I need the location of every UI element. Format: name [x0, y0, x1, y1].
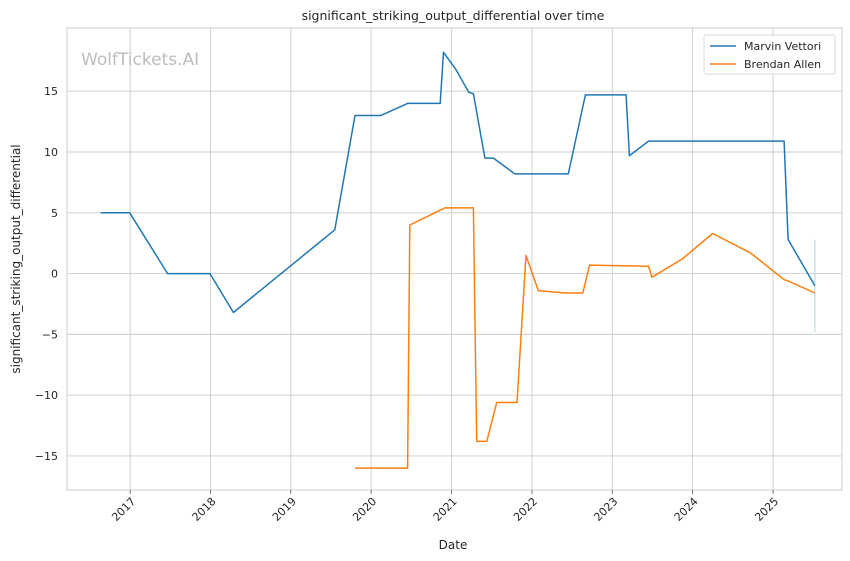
y-tick-label: −10: [35, 389, 58, 402]
legend-label-brendan-allen: Brendan Allen: [744, 58, 821, 71]
legend-box: [703, 34, 836, 75]
x-tick-label: 2025: [752, 495, 781, 524]
legend: Marvin Vettori Brendan Allen: [703, 34, 836, 75]
plot-area: [66, 27, 843, 491]
x-tick-label: 2021: [431, 495, 460, 524]
x-tick-label: 2024: [672, 495, 701, 524]
x-tick-label: 2022: [511, 495, 540, 524]
x-tick-label: 2017: [109, 495, 138, 524]
watermark: WolfTickets.AI: [81, 50, 199, 70]
x-axis-ticks: 2017 2018 2019 2020 2021 2022 2023 2024 2025: [109, 490, 781, 524]
y-tick-label: −15: [35, 450, 58, 463]
plot-background: [67, 28, 842, 490]
x-tick-label: 2019: [270, 495, 299, 524]
x-tick-label: 2023: [591, 495, 620, 524]
plot-frame: [66, 27, 843, 491]
y-tick-label: 15: [44, 85, 58, 98]
y-tick-label: 0: [51, 268, 58, 281]
x-axis-label: Date: [439, 538, 468, 552]
y-tick-label: 5: [51, 207, 58, 220]
y-axis-label: significant_striking_output_differential: [9, 144, 23, 373]
grid-lines: [67, 28, 842, 490]
chart-title: significant_striking_output_differential…: [302, 8, 605, 23]
x-tick-label: 2018: [190, 495, 219, 524]
y-tick-label: −5: [42, 328, 58, 341]
x-tick-label: 2020: [350, 495, 379, 524]
series-line-brendan-allen: [355, 207, 816, 469]
y-tick-label: 10: [44, 146, 58, 159]
series-lines: [100, 51, 816, 469]
series-line-marvin-vettori: [100, 51, 816, 314]
y-axis-ticks: −15 −10 −5 0 5 10 15: [35, 85, 58, 463]
legend-label-marvin-vettori: Marvin Vettori: [744, 40, 821, 53]
